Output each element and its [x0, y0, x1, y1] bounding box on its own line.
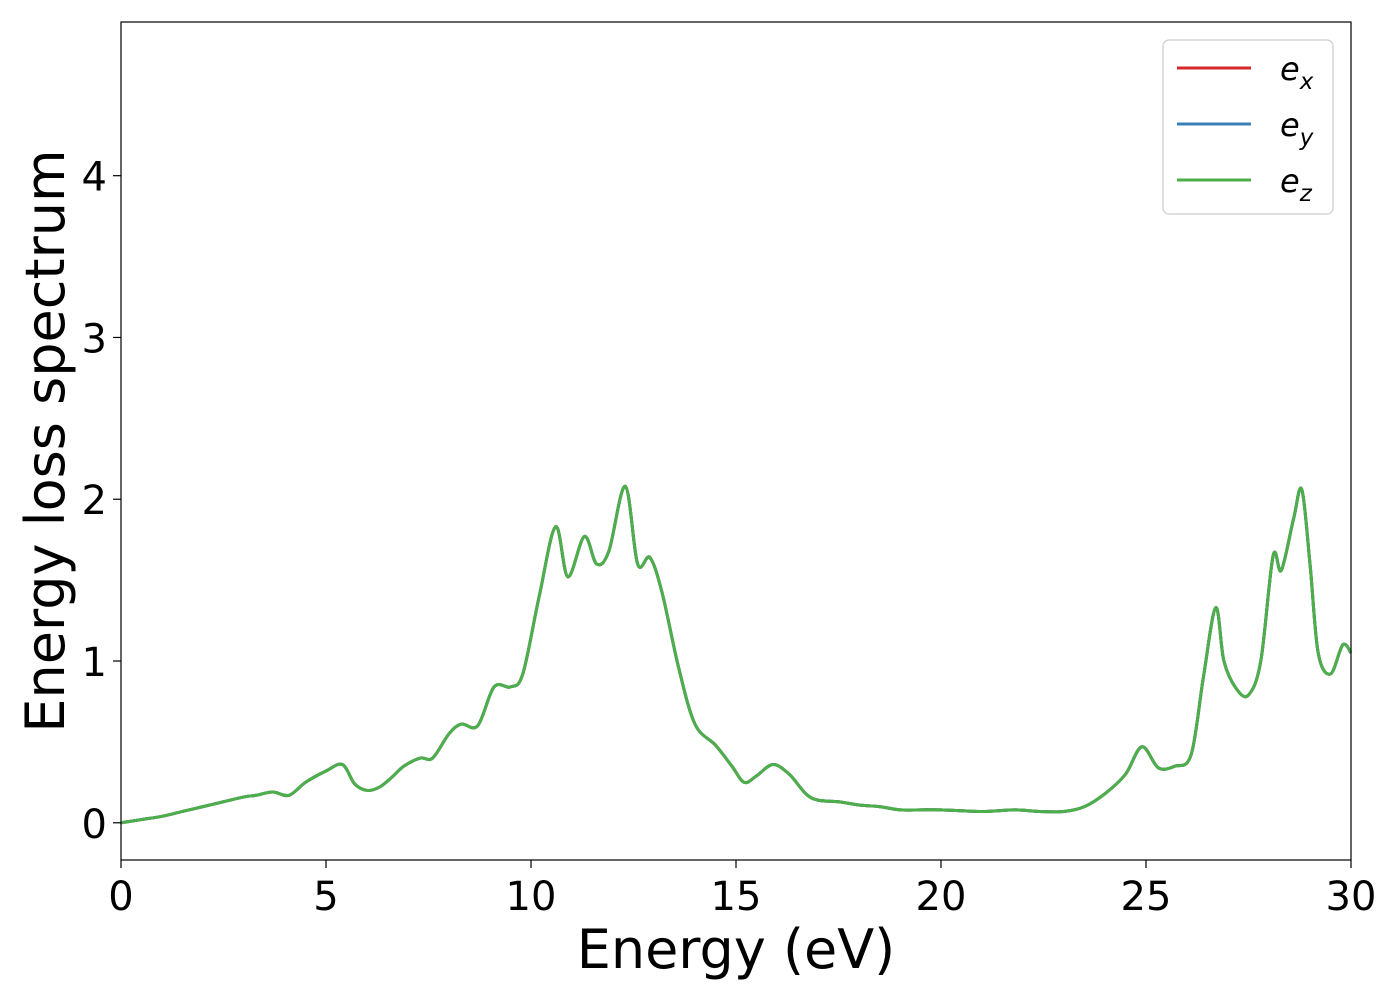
legend-box	[1162, 39, 1334, 215]
x-tick-label: 15	[711, 874, 762, 920]
y-axis-title: Energy loss spectrum	[14, 149, 77, 732]
legend-label-z: ez	[1280, 162, 1313, 207]
y-tick-label: 0	[82, 802, 107, 848]
series-line-ez	[120, 484, 1353, 825]
x-tick-label: 5	[313, 874, 338, 920]
y-tick-label: 4	[82, 155, 107, 201]
x-tick-label: 30	[1326, 874, 1377, 920]
legend-label-y: ey	[1280, 106, 1314, 151]
x-axis-title: Energy (eV)	[577, 918, 896, 981]
y-tick-label: 1	[82, 640, 107, 686]
x-tick-label: 0	[108, 874, 133, 920]
legend-label-x: ex	[1280, 50, 1314, 95]
x-axis-ticks: 0 5 10 15 20 25 30	[108, 860, 1376, 920]
y-axis-ticks: 0 1 2 3 4	[82, 155, 121, 848]
series-layer	[120, 484, 1353, 825]
y-tick-label: 3	[82, 316, 107, 362]
y-tick-label: 2	[82, 478, 107, 524]
x-tick-label: 10	[506, 874, 557, 920]
legend: ex ey ez	[1162, 39, 1334, 215]
x-tick-label: 20	[916, 874, 967, 920]
x-tick-label: 25	[1121, 874, 1172, 920]
